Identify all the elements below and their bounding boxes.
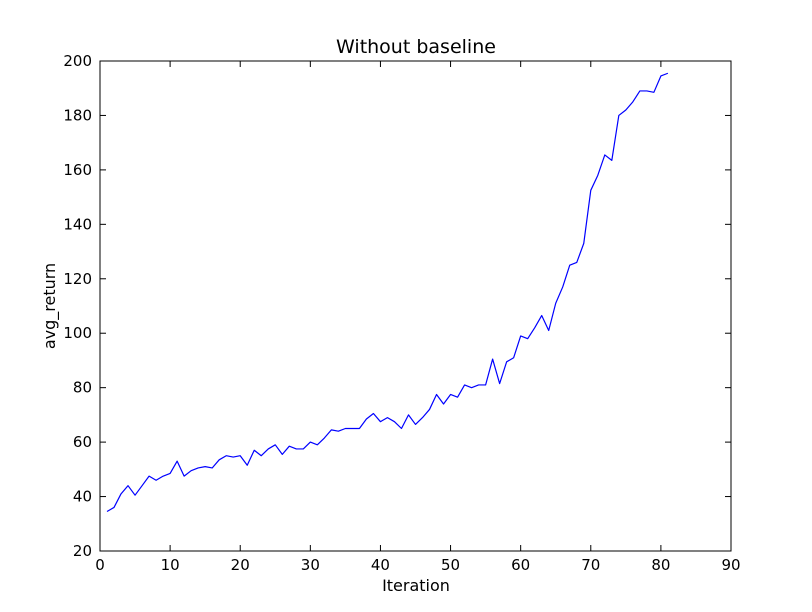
y-tick-label: 120	[63, 270, 92, 288]
y-axis-label: avg_return	[40, 263, 60, 349]
x-tick-label: 80	[651, 556, 670, 574]
plot-frame	[99, 60, 732, 552]
x-tick-label: 70	[581, 556, 600, 574]
x-tick-label: 60	[511, 556, 530, 574]
y-tick-label: 60	[73, 433, 92, 451]
x-tick-label: 0	[95, 556, 105, 574]
x-tick-label: 50	[441, 556, 460, 574]
axis-ticks: 0 10 20 30 40 50 60 70 80 90 20 40 60 80 100 120 140 160 1…	[63, 52, 740, 574]
x-tick-label: 30	[301, 556, 320, 574]
y-tick-label: 180	[63, 106, 92, 124]
y-tick-label: 100	[63, 324, 92, 342]
x-axis-label: Iteration	[382, 576, 450, 595]
y-tick-label: 140	[63, 215, 92, 233]
plot-area	[106, 72, 669, 513]
x-tick-label: 90	[721, 556, 740, 574]
x-tick-label: 10	[161, 556, 180, 574]
y-tick-label: 200	[63, 52, 92, 70]
y-tick-label: 20	[73, 542, 92, 560]
y-tick-label: 160	[63, 161, 92, 179]
series-line	[106, 72, 669, 513]
chart-title: Without baseline	[336, 36, 496, 58]
x-tick-label: 40	[371, 556, 390, 574]
y-tick-label: 80	[73, 379, 92, 397]
y-tick-label: 40	[73, 488, 92, 506]
x-tick-label: 20	[231, 556, 250, 574]
